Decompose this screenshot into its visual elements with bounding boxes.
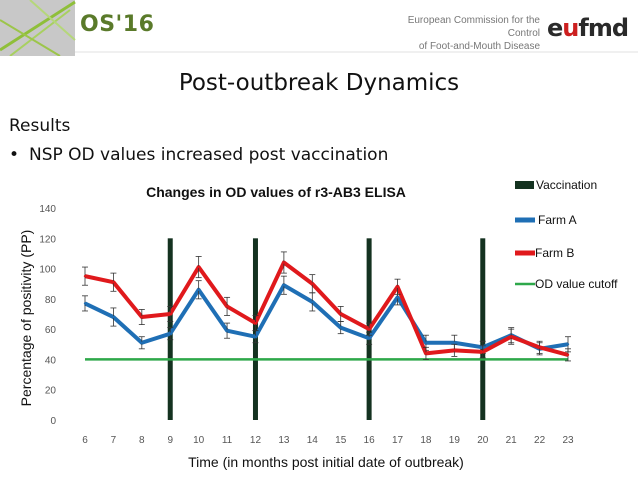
x-tick-label: 14	[307, 435, 319, 446]
x-tick-label: 15	[335, 435, 347, 446]
legend-label-farm-a: Farm A	[538, 213, 577, 227]
data-point	[453, 341, 456, 344]
data-point	[83, 302, 87, 305]
x-tick-label: 18	[420, 435, 432, 446]
data-point	[112, 281, 115, 284]
slide-title: Post-outbreak Dynamics	[178, 70, 460, 96]
x-tick-label: 22	[534, 435, 546, 446]
data-point	[197, 265, 200, 269]
data-point	[538, 346, 541, 349]
series-line-farm-b	[84, 260, 569, 357]
data-point	[169, 312, 172, 316]
x-tick-label: 12	[250, 435, 262, 446]
od-values-chart: Changes in OD values of r3-AB3 ELISA 0 20 4…	[18, 178, 618, 470]
x-tick-label: 19	[449, 435, 461, 446]
x-tick-label: 16	[364, 435, 376, 446]
x-tick-label: 7	[111, 435, 117, 446]
data-point	[367, 337, 371, 340]
legend-label-farm-b: Farm B	[535, 246, 574, 260]
x-tick-label: 9	[167, 435, 173, 446]
organization-name: European Commission for the Control of F…	[400, 14, 540, 53]
legend-swatch-vaccination	[515, 181, 534, 189]
data-point	[566, 353, 570, 357]
x-tick-label: 11	[222, 435, 233, 446]
data-point	[424, 352, 428, 355]
org-line-1: European Commission for the Control	[407, 15, 540, 39]
header-banner	[0, 0, 638, 56]
data-point	[339, 312, 342, 316]
data-point	[339, 326, 342, 329]
x-tick-label: 23	[562, 435, 574, 446]
brand-accent: u	[562, 14, 579, 42]
y-tick-label: 120	[39, 234, 56, 245]
x-tick-label: 20	[477, 435, 489, 446]
data-point	[140, 341, 144, 344]
y-tick-label: 20	[45, 386, 57, 397]
data-point	[396, 296, 399, 299]
y-tick-label: 100	[39, 265, 56, 276]
data-point	[481, 350, 484, 354]
x-tick-label: 10	[193, 435, 205, 446]
chart-title: Changes in OD values of r3-AB3 ELISA	[146, 184, 406, 200]
x-tick-label: 13	[278, 435, 290, 446]
data-point	[254, 321, 257, 325]
data-point	[282, 284, 286, 287]
y-tick-label: 0	[50, 416, 56, 427]
data-point	[282, 261, 286, 264]
conference-title: OS'16	[80, 12, 155, 37]
data-point	[367, 327, 371, 331]
x-tick-label: 17	[392, 435, 404, 446]
legend-label-cutoff: OD value cutoff	[535, 277, 618, 291]
y-axis-label: Percentage of positivity (PP)	[18, 230, 34, 407]
x-tick-label: 6	[82, 435, 88, 446]
data-point	[225, 329, 229, 332]
data-point	[112, 315, 115, 319]
bullet-text: NSP OD values increased post vaccination	[29, 145, 389, 165]
data-point	[396, 285, 399, 288]
brand-logo: eufmd	[547, 14, 629, 42]
y-tick-label: 140	[39, 204, 56, 215]
data-point	[225, 305, 229, 308]
data-point	[424, 341, 428, 344]
data-point	[169, 332, 172, 335]
data-point	[566, 343, 570, 346]
brand-prefix: e	[547, 14, 563, 42]
data-point	[509, 335, 513, 338]
x-tick-label: 21	[506, 435, 518, 446]
bullet-point: • NSP OD values increased post vaccinatio…	[9, 145, 388, 165]
bullet-icon: •	[9, 145, 20, 165]
data-point	[197, 288, 200, 291]
org-line-2: of Foot-and-Mouth Disease	[418, 41, 540, 52]
x-tick-label: 8	[139, 435, 145, 446]
vaccination-marker	[480, 238, 486, 420]
data-point	[453, 349, 456, 352]
y-tick-label: 60	[45, 325, 57, 336]
x-axis-label: Time (in months post initial date of out…	[188, 454, 464, 470]
data-point	[140, 315, 144, 319]
data-point	[254, 335, 257, 338]
legend-label-vaccination: Vaccination	[536, 178, 597, 192]
data-point	[311, 300, 314, 304]
section-heading: Results	[9, 116, 71, 136]
slide-header: OS'16 European Commission for the Contro…	[0, 0, 638, 56]
data-point	[83, 274, 87, 278]
data-point	[311, 282, 314, 285]
y-tick-label: 40	[45, 355, 57, 366]
y-tick-label: 80	[45, 295, 57, 306]
brand-suffix: fmd	[578, 14, 629, 42]
series-line-farm-a	[84, 283, 569, 351]
